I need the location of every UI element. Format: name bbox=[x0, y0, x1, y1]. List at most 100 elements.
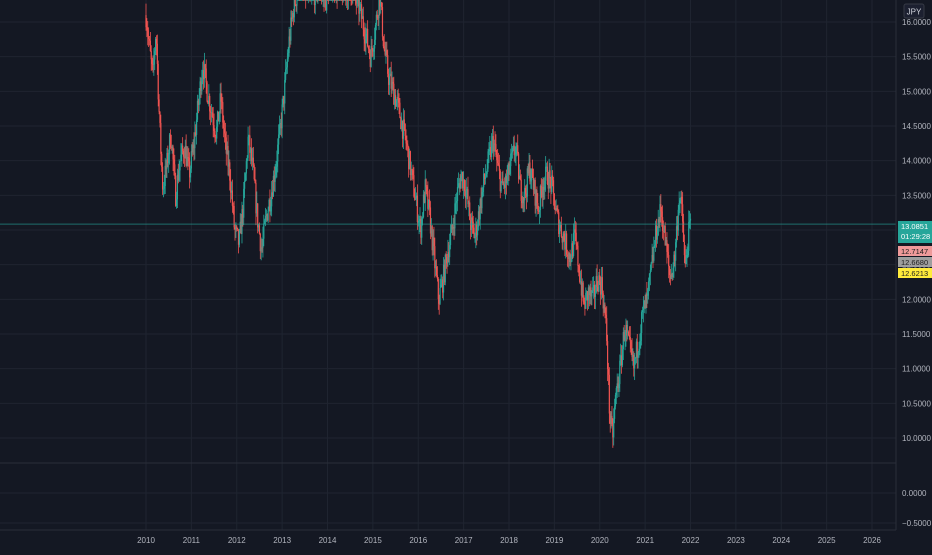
candle[interactable] bbox=[508, 161, 510, 181]
candle[interactable] bbox=[312, 0, 315, 1]
candle[interactable] bbox=[627, 320, 629, 340]
candle[interactable] bbox=[670, 263, 672, 280]
candle[interactable] bbox=[356, 0, 358, 9]
candle[interactable] bbox=[454, 196, 456, 236]
candle[interactable] bbox=[430, 218, 432, 237]
candle[interactable] bbox=[538, 205, 540, 215]
candle[interactable] bbox=[491, 128, 494, 154]
candle[interactable] bbox=[330, 0, 332, 1]
candle[interactable] bbox=[291, 11, 294, 22]
candle[interactable] bbox=[289, 28, 291, 48]
candle[interactable] bbox=[403, 110, 405, 131]
candle[interactable] bbox=[633, 351, 635, 377]
candle[interactable] bbox=[522, 191, 524, 212]
candle[interactable] bbox=[164, 157, 166, 194]
candle[interactable] bbox=[530, 168, 532, 189]
candle[interactable] bbox=[361, 8, 364, 19]
candle[interactable] bbox=[510, 148, 512, 177]
candle[interactable] bbox=[610, 411, 612, 429]
candle[interactable] bbox=[404, 123, 406, 141]
candle[interactable] bbox=[355, 0, 357, 15]
candle[interactable] bbox=[552, 176, 555, 206]
candle[interactable] bbox=[447, 239, 449, 267]
price-axis[interactable]: 16.0000 15.5000 15.0000 14.5000 14.0000 13.50… bbox=[902, 18, 931, 443]
candle[interactable] bbox=[442, 276, 444, 299]
candle[interactable] bbox=[524, 185, 527, 199]
candle[interactable] bbox=[534, 177, 536, 214]
candle[interactable] bbox=[359, 0, 361, 22]
candle[interactable] bbox=[199, 76, 201, 105]
candle[interactable] bbox=[611, 406, 613, 427]
candle[interactable] bbox=[323, 0, 325, 12]
candle[interactable] bbox=[154, 36, 157, 55]
candle[interactable] bbox=[200, 77, 202, 98]
candle[interactable] bbox=[639, 333, 641, 356]
candle[interactable] bbox=[445, 251, 447, 269]
candle[interactable] bbox=[644, 294, 646, 309]
candle[interactable] bbox=[194, 121, 196, 160]
candle[interactable] bbox=[597, 280, 599, 295]
candle[interactable] bbox=[519, 169, 521, 181]
candle[interactable] bbox=[437, 277, 439, 310]
candle[interactable] bbox=[365, 23, 367, 55]
candle[interactable] bbox=[487, 148, 489, 172]
candle[interactable] bbox=[423, 191, 425, 204]
candle[interactable] bbox=[613, 408, 615, 446]
candle[interactable] bbox=[154, 47, 156, 71]
candle[interactable] bbox=[535, 189, 537, 217]
candle[interactable] bbox=[448, 241, 450, 263]
candle[interactable] bbox=[456, 177, 459, 212]
candle[interactable] bbox=[155, 35, 158, 56]
time-axis[interactable]: 2010 2011 2012 2013 2014 2015 2016 2017 2018 2019… bbox=[137, 536, 881, 545]
candle[interactable] bbox=[390, 61, 392, 98]
candle[interactable] bbox=[532, 168, 535, 196]
candle[interactable] bbox=[358, 0, 360, 26]
candle[interactable] bbox=[573, 217, 576, 245]
candle[interactable] bbox=[239, 213, 241, 234]
candle[interactable] bbox=[204, 63, 206, 78]
candle[interactable] bbox=[561, 236, 563, 250]
candle[interactable] bbox=[345, 0, 347, 6]
candle[interactable] bbox=[545, 162, 548, 172]
candle[interactable] bbox=[586, 290, 588, 301]
candle[interactable] bbox=[214, 128, 216, 144]
candle[interactable] bbox=[658, 216, 660, 228]
candle[interactable] bbox=[360, 1, 362, 12]
candle[interactable] bbox=[145, 3, 147, 31]
candle[interactable] bbox=[316, 0, 318, 3]
candle[interactable] bbox=[578, 264, 580, 277]
candle[interactable] bbox=[420, 215, 422, 244]
candle[interactable] bbox=[506, 165, 508, 185]
candle[interactable] bbox=[622, 327, 624, 361]
candle[interactable] bbox=[464, 180, 466, 208]
candle[interactable] bbox=[661, 206, 663, 227]
candle[interactable] bbox=[476, 221, 478, 246]
candle[interactable] bbox=[637, 351, 639, 369]
candle[interactable] bbox=[162, 182, 165, 198]
candle[interactable] bbox=[666, 232, 668, 264]
candle[interactable] bbox=[236, 225, 238, 232]
candle[interactable] bbox=[327, 0, 329, 5]
candle[interactable] bbox=[245, 158, 247, 181]
candle[interactable] bbox=[682, 192, 684, 233]
candle[interactable] bbox=[449, 224, 452, 250]
candle[interactable] bbox=[191, 142, 193, 157]
candle[interactable] bbox=[190, 144, 192, 173]
candle[interactable] bbox=[298, 0, 301, 1]
candle[interactable] bbox=[565, 224, 567, 259]
candle[interactable] bbox=[151, 57, 153, 71]
candle[interactable] bbox=[679, 197, 681, 214]
candle[interactable] bbox=[531, 168, 533, 190]
candle[interactable] bbox=[201, 69, 203, 95]
candle[interactable] bbox=[357, 0, 359, 7]
candle[interactable] bbox=[344, 0, 346, 1]
candle[interactable] bbox=[222, 97, 224, 129]
candle[interactable] bbox=[651, 243, 653, 264]
candle[interactable] bbox=[326, 0, 328, 14]
candle[interactable] bbox=[325, 0, 327, 11]
candle[interactable] bbox=[517, 151, 520, 184]
candle[interactable] bbox=[616, 373, 618, 398]
candle[interactable] bbox=[231, 179, 233, 213]
candle[interactable] bbox=[505, 169, 507, 195]
candle[interactable] bbox=[178, 159, 180, 182]
